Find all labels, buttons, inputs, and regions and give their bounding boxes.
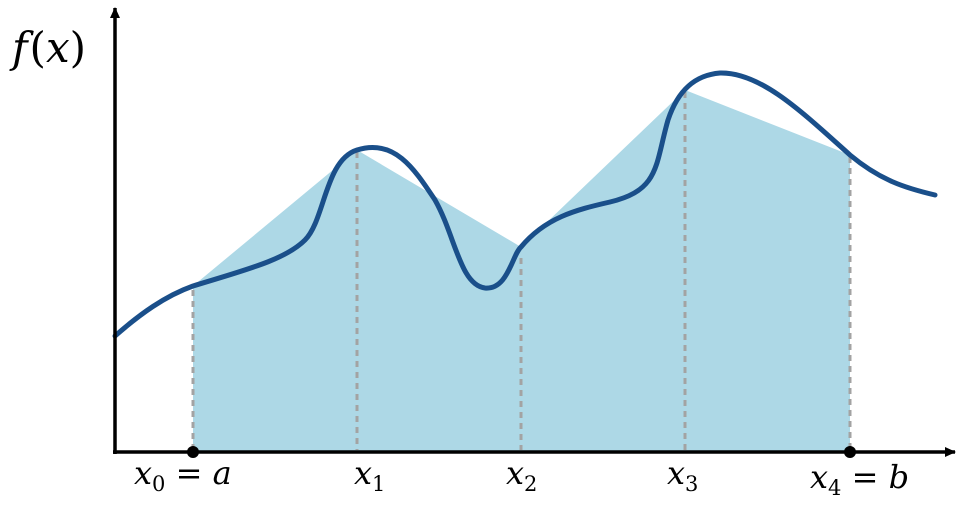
tick-label-x4: x4 = b [810, 458, 909, 500]
dashed-lines [191, 92, 852, 450]
tick-label-x0: x0 = a [134, 454, 232, 496]
y-axis-label: f(x) [9, 23, 86, 72]
function-curve [112, 70, 938, 339]
y-label-rparen: ) [70, 23, 86, 72]
y-label-lparen: ( [30, 23, 46, 72]
point-b [844, 446, 856, 458]
y-label-x: x [46, 23, 70, 72]
point-a [187, 446, 199, 458]
tick-label-x3: x3 [667, 454, 698, 496]
tick-label-x2: x2 [506, 454, 537, 496]
tick-label-x1: x1 [354, 454, 385, 496]
